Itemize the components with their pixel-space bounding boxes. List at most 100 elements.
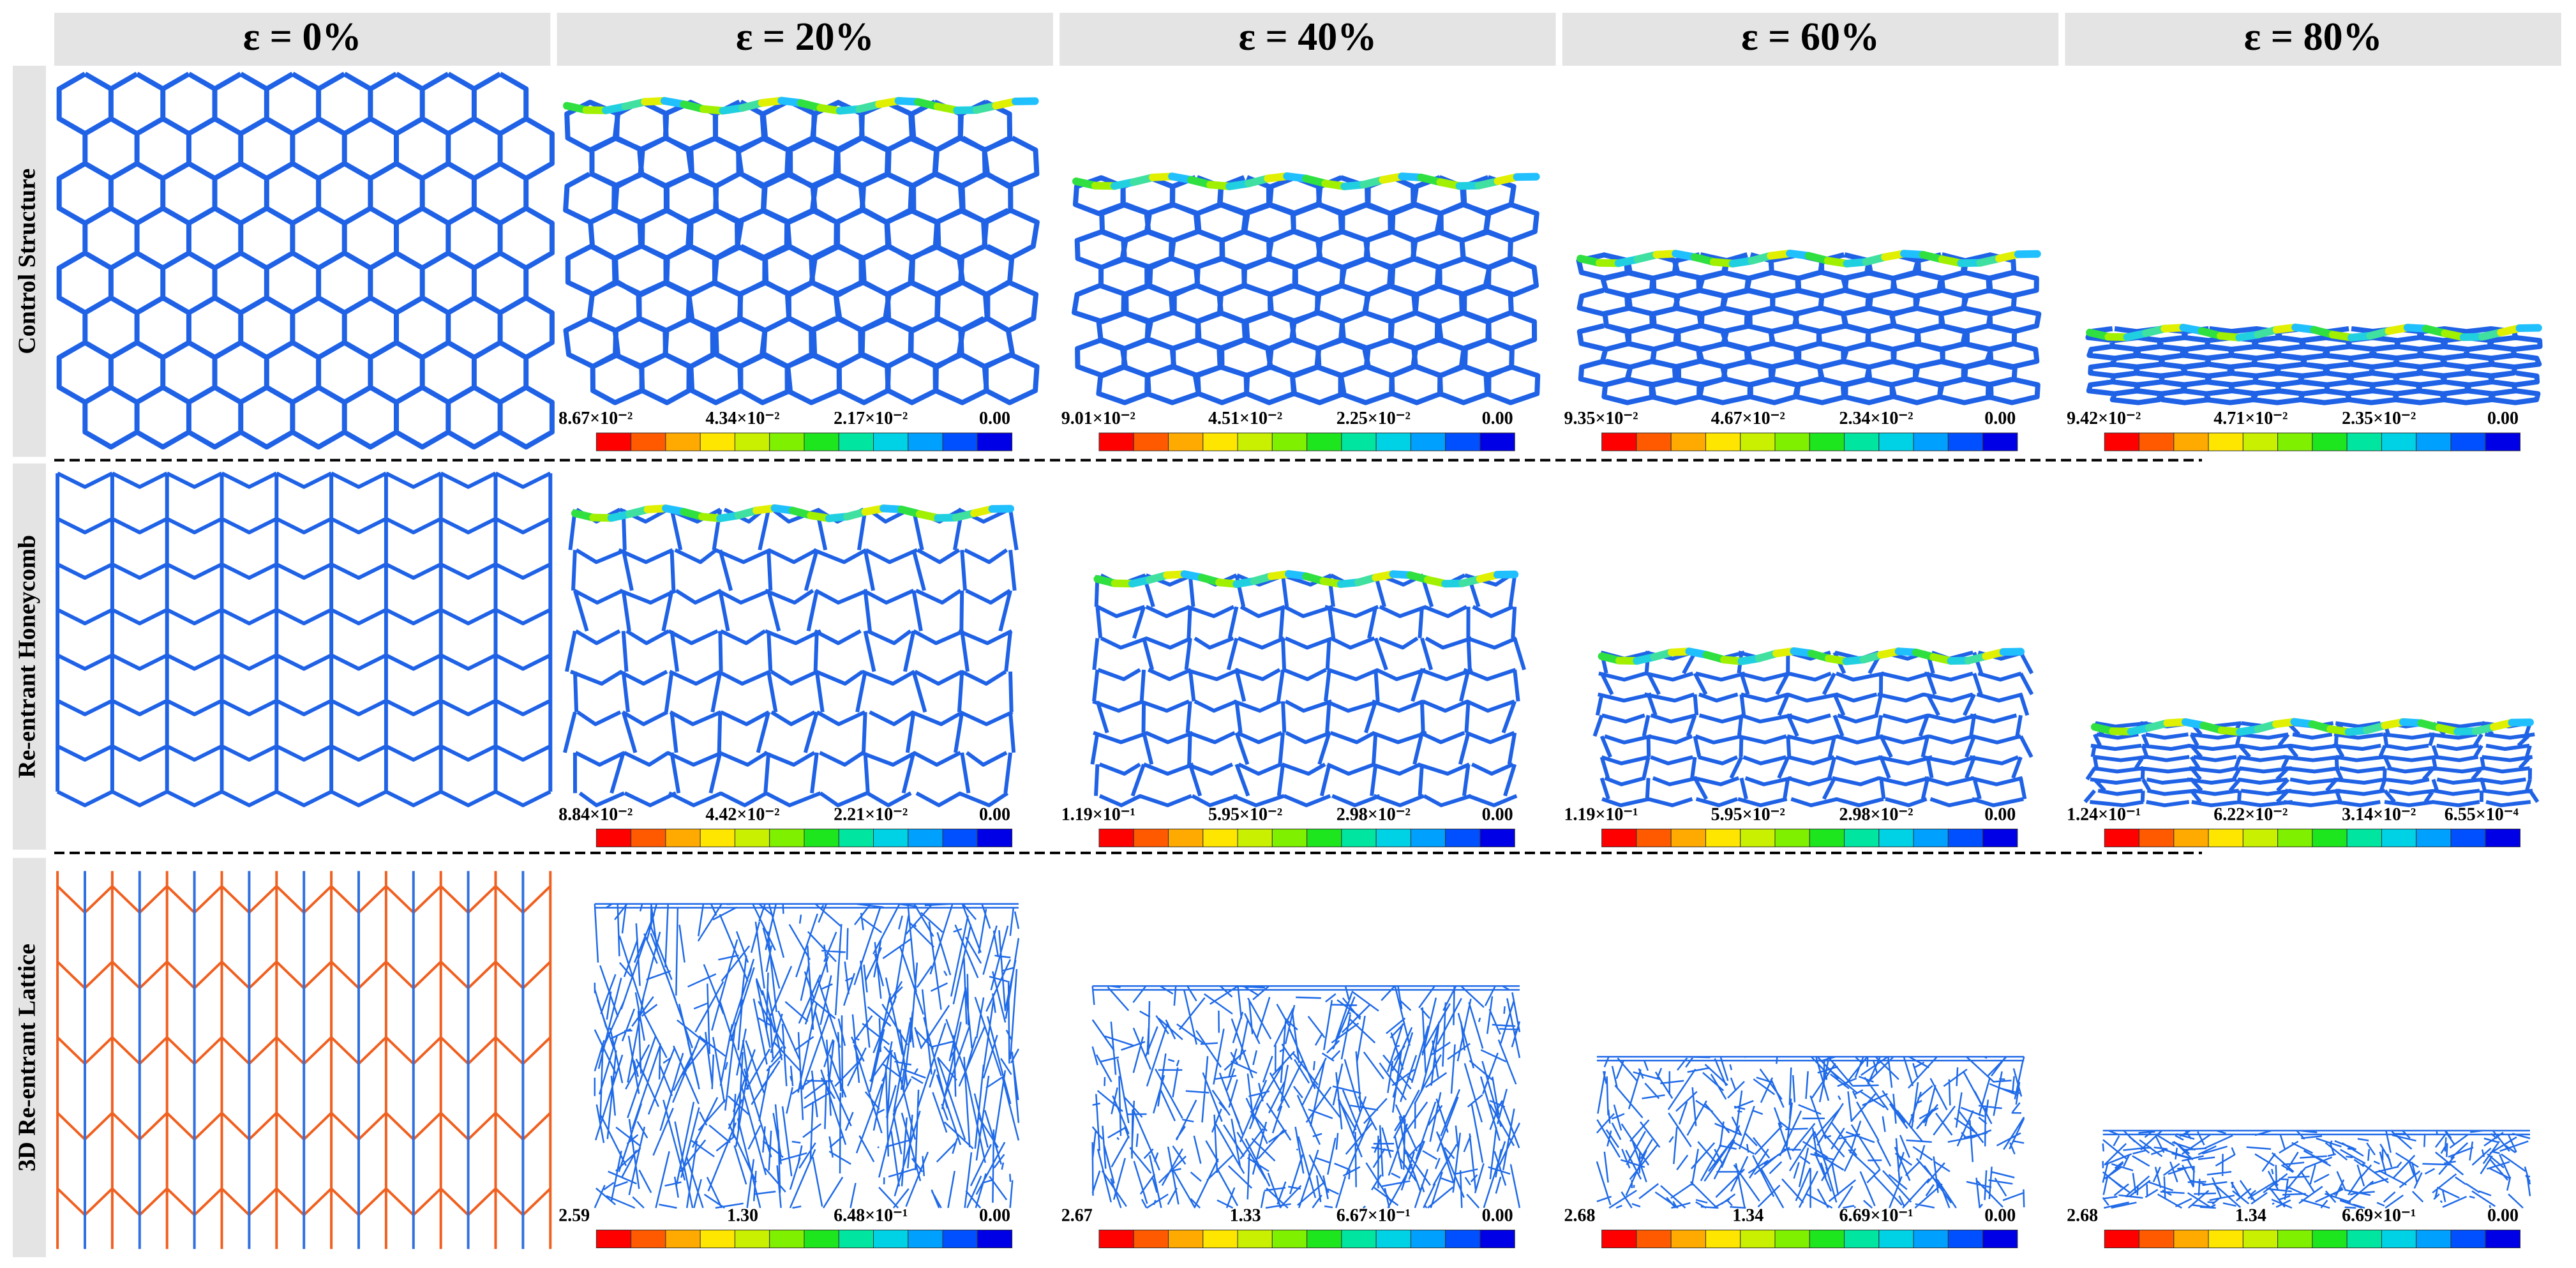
colorbar-label: 0.00	[1984, 1205, 2016, 1225]
colorbar-label: 1.24×10⁻¹	[2067, 804, 2141, 824]
colorbar-swatch	[1202, 432, 1238, 451]
colorbar-swatch	[2277, 828, 2313, 847]
colorbar-swatch	[2277, 432, 2313, 451]
colorbar-swatch	[1740, 432, 1776, 451]
colorbar-swatch	[595, 432, 632, 451]
colorbar-swatch	[1375, 432, 1411, 451]
colorbar-swatch	[665, 432, 701, 451]
colorbar-swatch	[1740, 1229, 1776, 1248]
lattice	[1592, 650, 2034, 808]
colorbar-swatch	[977, 828, 1013, 847]
colorbar-swatch	[1601, 828, 1637, 847]
colorbar-swatch	[2485, 1229, 2521, 1248]
colorbar-label: 2.35×10⁻²	[2342, 409, 2416, 428]
colorbar-label: 3.14×10⁻²	[2342, 804, 2416, 824]
colorbar-swatch	[665, 828, 701, 847]
lattice	[1072, 175, 1541, 405]
column-header-bg	[557, 13, 1053, 66]
colorbar-swatch	[2450, 828, 2486, 847]
colorbar-swatch	[1705, 1229, 1741, 1248]
colorbar-swatch	[1307, 1229, 1342, 1248]
colorbar-swatch	[1202, 828, 1238, 847]
colorbar-swatch	[1410, 1229, 1446, 1248]
colorbar-label: 1.34	[2235, 1205, 2266, 1225]
lattice	[56, 72, 555, 450]
column-header: ε = 20%	[736, 15, 874, 59]
colorbar-swatch	[804, 432, 839, 451]
colorbar-swatch	[1636, 1229, 1672, 1248]
colorbar-swatch	[1844, 1229, 1880, 1248]
colorbar-label: 2.34×10⁻²	[1839, 409, 1913, 428]
colorbar-label: 0.00	[979, 409, 1010, 428]
colorbar-swatch	[1601, 1229, 1637, 1248]
colorbar-label: 5.95×10⁻²	[1208, 804, 1282, 824]
colorbar-swatch	[1133, 1229, 1169, 1248]
colorbar-swatch	[2242, 432, 2279, 451]
column-header-bg	[54, 13, 551, 66]
colorbar-swatch	[1098, 432, 1134, 451]
column-header: ε = 60%	[1741, 15, 1880, 59]
colorbar-swatch	[908, 432, 943, 451]
colorbar-swatch	[2381, 432, 2417, 451]
colorbar-swatch	[1774, 1229, 1810, 1248]
colorbar-swatch	[1307, 828, 1342, 847]
colorbar-swatch	[1237, 1229, 1273, 1248]
colorbar-label: 1.19×10⁻¹	[1564, 804, 1638, 824]
colorbar-swatch	[1375, 828, 1411, 847]
colorbar-swatch	[1341, 1229, 1377, 1248]
colorbar-label: 2.21×10⁻²	[834, 804, 908, 824]
column-header-bg	[2065, 13, 2561, 66]
colorbar-swatch	[873, 432, 909, 451]
colorbar-swatch	[1168, 432, 1204, 451]
row-label-bg	[13, 463, 46, 850]
colorbar-swatch	[631, 1229, 666, 1248]
colorbar-swatch	[2450, 432, 2486, 451]
colorbar-label: 0.00	[979, 1205, 1010, 1225]
colorbar-swatch	[1878, 1229, 1914, 1248]
colorbar-swatch	[1878, 828, 1914, 847]
colorbar-swatch	[2312, 828, 2348, 847]
colorbar-swatch	[1913, 1229, 1949, 1248]
colorbar-label: 4.34×10⁻²	[705, 409, 779, 428]
lattice-blue	[83, 871, 525, 1249]
colorbar-swatch	[1809, 828, 1845, 847]
colorbar-swatch	[1705, 828, 1741, 847]
colorbar-swatch	[1774, 828, 1810, 847]
colorbar-swatch	[2139, 1229, 2175, 1248]
colorbar-swatch	[1809, 1229, 1845, 1248]
colorbar-swatch	[2346, 828, 2382, 847]
colorbar-swatch	[1168, 1229, 1204, 1248]
colorbar-swatch	[595, 1229, 632, 1248]
colorbar-swatch	[838, 432, 874, 451]
colorbar-label: 1.33	[1230, 1205, 1261, 1225]
colorbar-swatch	[1410, 828, 1446, 847]
lattice	[56, 471, 553, 808]
colorbar-swatch	[1774, 432, 1810, 451]
colorbar-label: 2.98×10⁻²	[1839, 804, 1913, 824]
colorbar-swatch	[2312, 432, 2348, 451]
colorbar-swatch	[1479, 432, 1515, 451]
colorbar-label: 8.67×10⁻²	[558, 409, 633, 428]
colorbar-swatch	[1133, 432, 1169, 451]
colorbar-label: 0.00	[2487, 1205, 2519, 1225]
column-header-bg	[1060, 13, 1556, 66]
colorbar-label: 4.51×10⁻²	[1208, 409, 1282, 428]
colorbar-swatch	[734, 1229, 770, 1248]
colorbar-label: 2.25×10⁻²	[1337, 409, 1411, 428]
colorbar-swatch	[1601, 432, 1637, 451]
colorbar-swatch	[2381, 1229, 2417, 1248]
colorbar-label: 8.84×10⁻²	[558, 804, 633, 824]
colorbar-swatch	[2208, 828, 2243, 847]
colorbar-label: 5.95×10⁻²	[1711, 804, 1785, 824]
colorbar-swatch	[1740, 828, 1776, 847]
lattice-dense	[1091, 985, 1521, 1209]
colorbar-swatch	[631, 432, 666, 451]
lattice-dense	[594, 903, 1020, 1209]
column-header: ε = 40%	[1238, 15, 1377, 59]
colorbar-swatch	[1844, 432, 1880, 451]
colorbar-swatch	[2416, 1229, 2452, 1248]
lattice	[1090, 573, 1526, 808]
colorbar-swatch	[2173, 828, 2209, 847]
colorbar-swatch	[2173, 432, 2209, 451]
colorbar-swatch	[631, 828, 666, 847]
